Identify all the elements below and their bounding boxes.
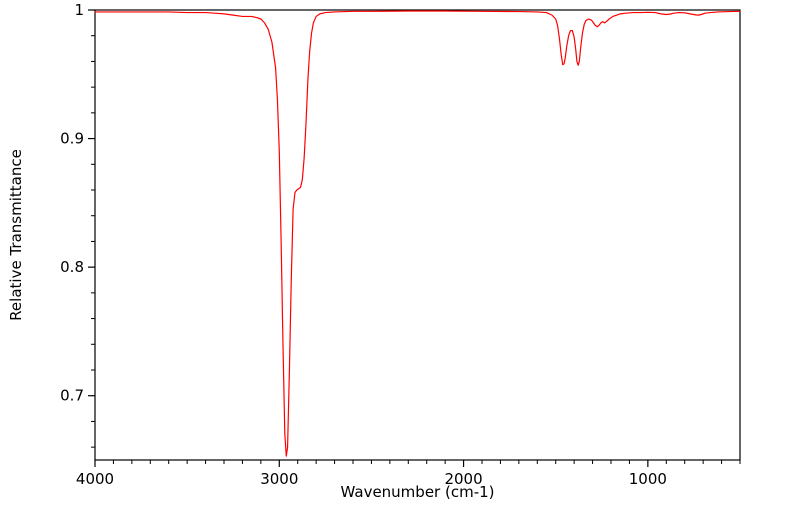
- x-tick-label: 2000: [444, 470, 482, 488]
- x-tick-label: 1000: [629, 470, 667, 488]
- y-axis-label: Relative Transmittance: [7, 149, 25, 321]
- y-tick-label: 1: [74, 1, 84, 19]
- x-axis-label: Wavenumber (cm-1): [340, 483, 495, 501]
- plot-frame: [94, 9, 741, 461]
- spectrum-line: [94, 10, 741, 457]
- y-tick-label: 0.8: [60, 258, 84, 276]
- x-tick-label: 3000: [260, 470, 298, 488]
- y-tick-label: 0.9: [60, 130, 84, 148]
- y-tick-label: 0.7: [60, 387, 84, 405]
- x-tick-label: 4000: [76, 470, 114, 488]
